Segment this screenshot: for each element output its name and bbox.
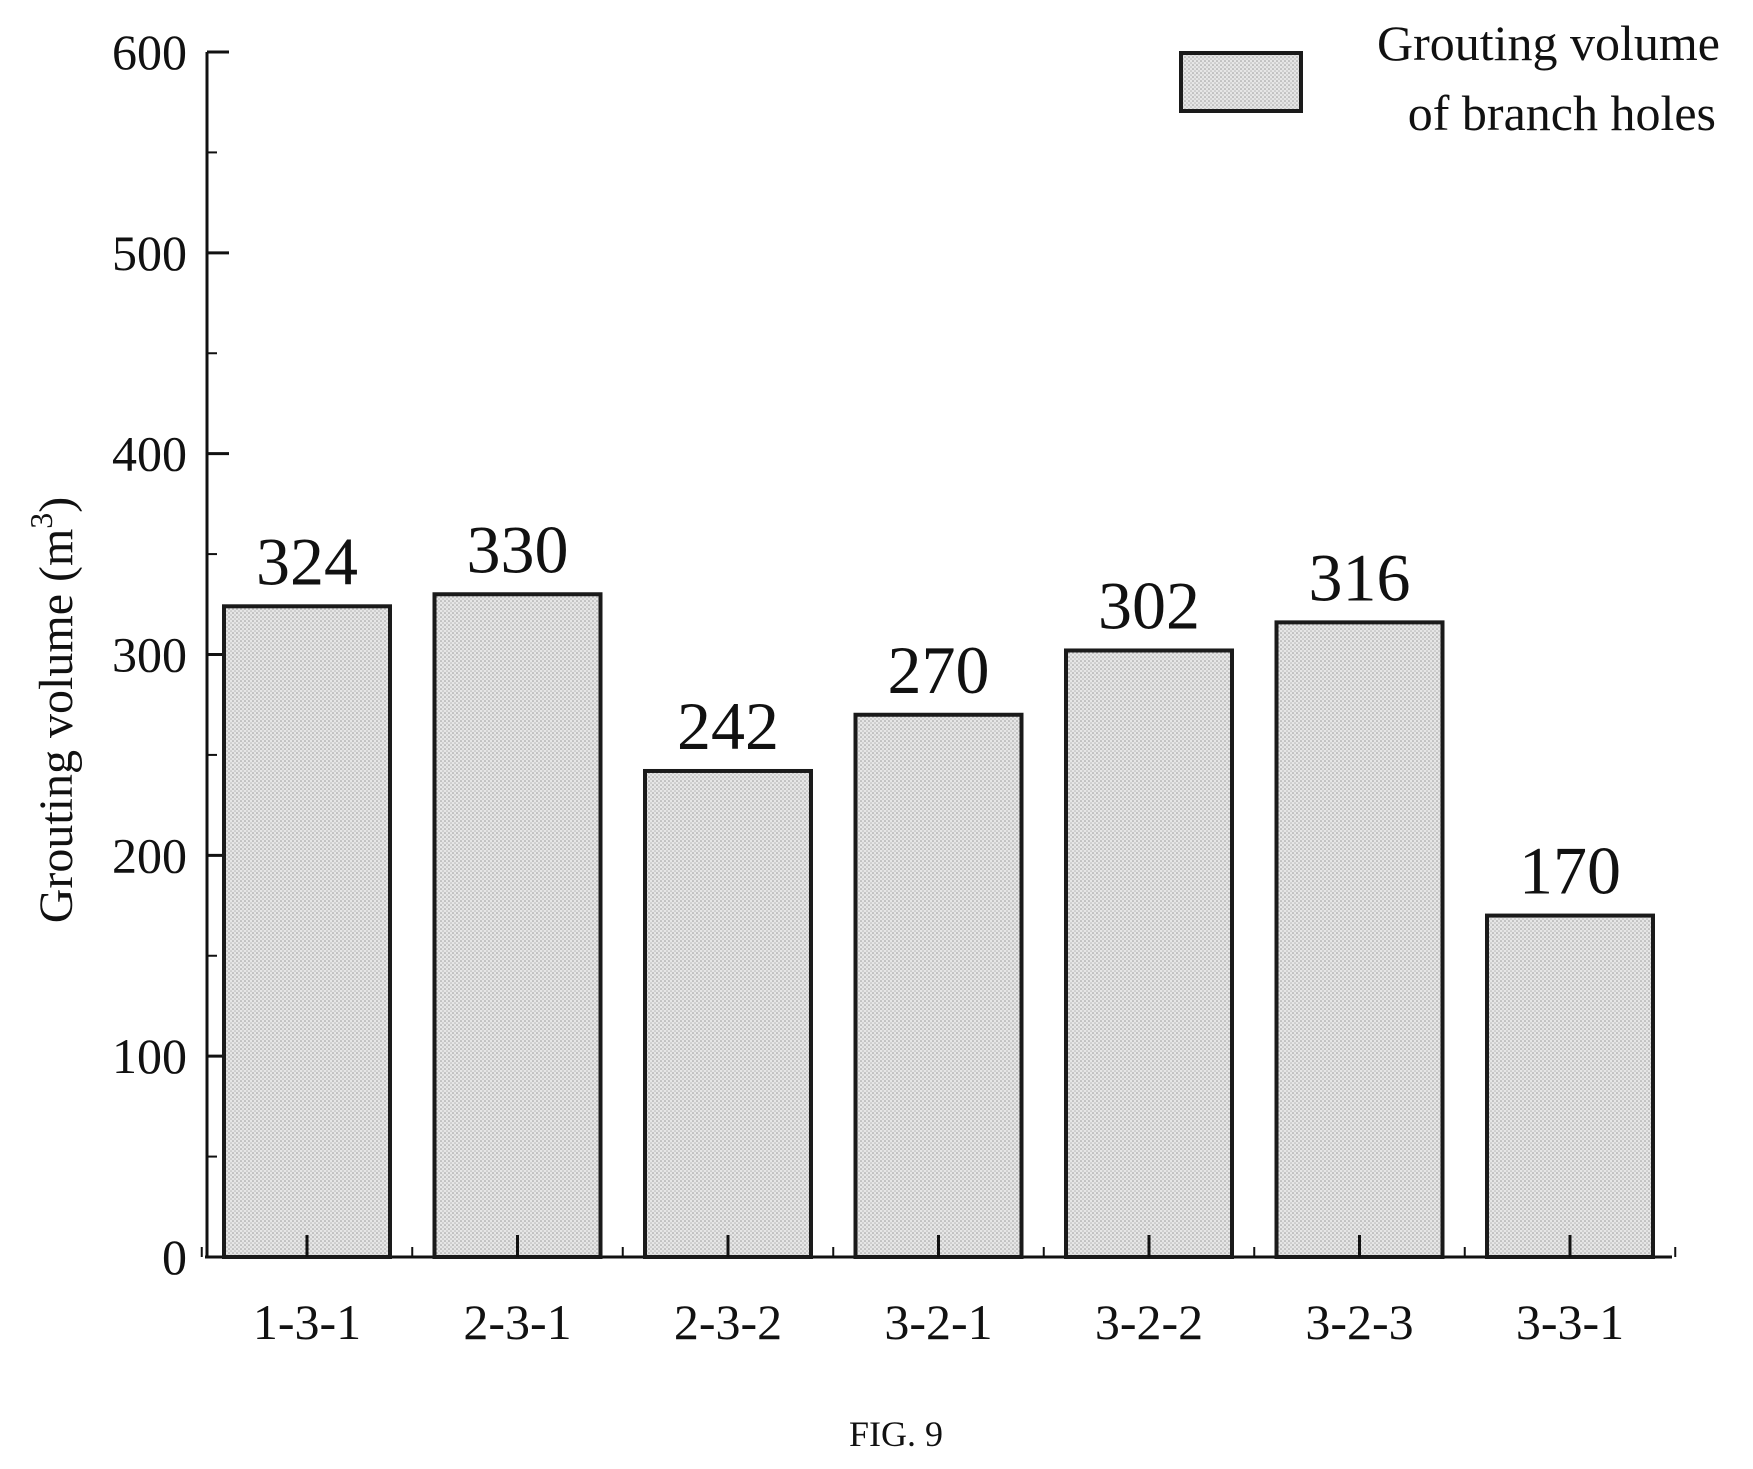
x-tick-label: 3-2-1 — [884, 1294, 992, 1350]
bar-3-2-1 — [853, 712, 1024, 1259]
y-tick-label: 200 — [112, 827, 187, 883]
data-label-3-2-1: 270 — [888, 632, 990, 708]
legend-swatch — [1179, 51, 1303, 113]
y-tick-label: 500 — [112, 225, 187, 281]
x-tick-label: 2-3-1 — [463, 1294, 571, 1350]
bar-1-3-1 — [222, 604, 392, 1259]
data-label-3-3-1: 170 — [1519, 833, 1621, 909]
y-tick-label: 100 — [112, 1028, 187, 1084]
data-label-2-3-1: 330 — [467, 511, 569, 587]
y-axis-title-close: ) — [30, 497, 83, 513]
legend-label-line1: Grouting volume — [1377, 15, 1720, 71]
x-tick-label: 3-2-3 — [1305, 1294, 1413, 1350]
legend-label-line2: of branch holes — [1408, 85, 1716, 141]
bar-3-3-1 — [1485, 913, 1655, 1259]
x-tick-label: 2-3-2 — [674, 1294, 782, 1350]
bar-2-3-1 — [432, 592, 603, 1259]
legend: Grouting volume of branch holes — [1179, 15, 1720, 141]
y-tick-label: 600 — [112, 24, 187, 80]
x-tick-label: 3-2-2 — [1095, 1294, 1203, 1350]
bar-3-2-2 — [1064, 648, 1234, 1259]
figure-caption: FIG. 9 — [849, 1414, 943, 1454]
x-tick-label: 1-3-1 — [253, 1294, 361, 1350]
y-axis-title-superscript: 3 — [23, 513, 59, 529]
bar-3-2-3 — [1274, 620, 1445, 1259]
y-tick-label: 0 — [162, 1229, 187, 1285]
data-label-3-2-2: 302 — [1098, 567, 1200, 643]
bar-2-3-2 — [643, 768, 813, 1259]
y-axis-ticks: 0 100 200 300 400 500 600 — [112, 24, 229, 1285]
y-axis-title: Grouting volume (m3) — [23, 497, 83, 924]
x-tick-label: 3-3-1 — [1516, 1294, 1624, 1350]
data-label-1-3-1: 324 — [256, 523, 358, 599]
y-axis-title-text: Grouting volume (m — [30, 529, 83, 924]
x-axis-ticks: 1-3-1 2-3-1 2-3-2 3-2-1 3-2-2 3-2-3 3-3-1 — [200, 1235, 1677, 1350]
data-label-3-2-3: 316 — [1309, 539, 1411, 615]
y-tick-label: 400 — [112, 426, 187, 482]
data-label-2-3-2: 242 — [677, 688, 779, 764]
y-tick-label: 300 — [112, 627, 187, 683]
bars-group: 324 330 242 270 302 316 170 — [222, 511, 1655, 1259]
